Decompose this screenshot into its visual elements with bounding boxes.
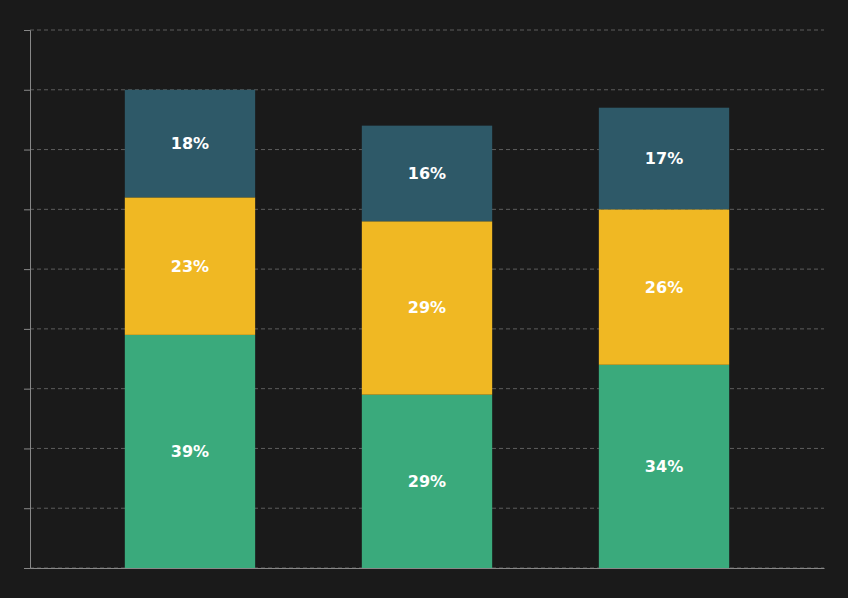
data-label: 23% <box>171 257 209 276</box>
data-label: 29% <box>408 472 446 491</box>
y-tick <box>24 508 30 509</box>
bar-segment <box>125 197 255 334</box>
bar-segment <box>599 209 729 364</box>
y-tick-mark <box>24 90 30 91</box>
y-tick <box>24 448 30 449</box>
data-label: 26% <box>645 278 683 297</box>
y-tick-mark <box>24 329 30 330</box>
y-tick <box>24 90 30 91</box>
bar-segment <box>125 90 255 198</box>
data-label: 39% <box>171 442 209 461</box>
bar-segment <box>599 365 729 568</box>
y-tick <box>24 568 30 569</box>
bar-segment <box>362 395 492 568</box>
y-tick-mark <box>24 30 30 31</box>
grid <box>30 30 824 568</box>
y-tick-mark <box>24 568 30 569</box>
chart: 39% 29% 34% 23% 29% 26% 18% 16% 17% <box>0 0 848 598</box>
y-tick-mark <box>24 269 30 270</box>
bar-segment <box>599 108 729 210</box>
bar-segment <box>362 221 492 394</box>
bars <box>125 90 729 568</box>
grid-line <box>30 30 824 31</box>
data-labels: 39% 29% 34% 23% 29% 26% 18% 16% 17% <box>171 134 683 491</box>
bar-segment <box>362 126 492 222</box>
y-axis-line <box>24 31 31 569</box>
y-tick <box>24 30 30 31</box>
y-tick-mark <box>24 508 30 509</box>
y-tick <box>24 389 30 390</box>
y-tick-mark <box>24 209 30 210</box>
y-axis <box>24 31 31 569</box>
data-label: 17% <box>645 149 683 168</box>
y-tick <box>24 269 30 270</box>
y-tick <box>24 329 30 330</box>
x-axis-line <box>31 568 825 569</box>
y-tick <box>24 209 30 210</box>
data-label: 18% <box>171 134 209 153</box>
y-tick-mark <box>24 448 30 449</box>
y-tick <box>24 150 30 151</box>
data-label: 29% <box>408 298 446 317</box>
plot: 39% 29% 34% 23% 29% 26% 18% 16% 17% <box>24 30 825 569</box>
data-label: 16% <box>408 164 446 183</box>
data-label: 34% <box>645 457 683 476</box>
y-tick-mark <box>24 150 30 151</box>
y-tick-mark <box>24 389 30 390</box>
bar-segment <box>125 335 255 568</box>
